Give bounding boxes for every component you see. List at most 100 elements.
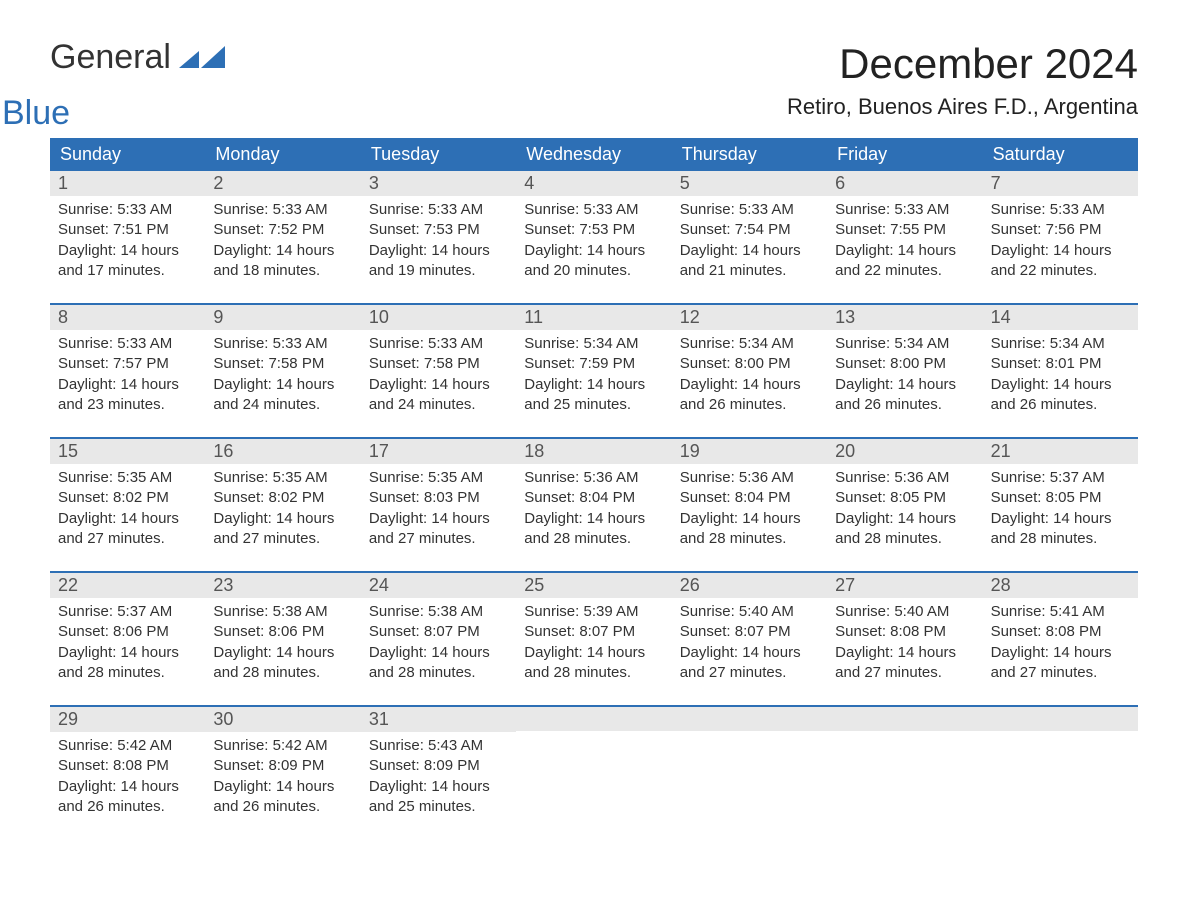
sunrise-line: Sunrise: 5:37 AM xyxy=(58,602,197,622)
location: Retiro, Buenos Aires F.D., Argentina xyxy=(787,94,1138,120)
daylight-line: Daylight: 14 hours and 27 minutes. xyxy=(680,643,819,684)
daylight-line: Daylight: 14 hours and 27 minutes. xyxy=(369,509,508,550)
empty-cell xyxy=(983,707,1138,825)
sunrise-line: Sunrise: 5:42 AM xyxy=(213,736,352,756)
sunrise-line: Sunrise: 5:33 AM xyxy=(58,334,197,354)
sunset-line: Sunset: 8:02 PM xyxy=(58,488,197,508)
sunset-line: Sunset: 7:59 PM xyxy=(524,354,663,374)
daylight-line: Daylight: 14 hours and 28 minutes. xyxy=(213,643,352,684)
sunset-line: Sunset: 8:05 PM xyxy=(991,488,1130,508)
logo-mark-icon xyxy=(179,46,225,68)
daylight-line: Daylight: 14 hours and 28 minutes. xyxy=(991,509,1130,550)
date-number xyxy=(983,707,1138,731)
day-cell: 19Sunrise: 5:36 AMSunset: 8:04 PMDayligh… xyxy=(672,439,827,557)
empty-cell xyxy=(516,707,671,825)
daylight-line: Daylight: 14 hours and 28 minutes. xyxy=(58,643,197,684)
sunset-line: Sunset: 8:01 PM xyxy=(991,354,1130,374)
sunset-line: Sunset: 8:07 PM xyxy=(680,622,819,642)
day-cell: 12Sunrise: 5:34 AMSunset: 8:00 PMDayligh… xyxy=(672,305,827,423)
date-number: 14 xyxy=(983,305,1138,330)
date-number: 17 xyxy=(361,439,516,464)
sunset-line: Sunset: 7:56 PM xyxy=(991,220,1130,240)
daylight-line: Daylight: 14 hours and 28 minutes. xyxy=(524,643,663,684)
day-details: Sunrise: 5:33 AMSunset: 7:53 PMDaylight:… xyxy=(361,196,516,289)
day-cell: 28Sunrise: 5:41 AMSunset: 8:08 PMDayligh… xyxy=(983,573,1138,691)
sunrise-line: Sunrise: 5:35 AM xyxy=(58,468,197,488)
date-number: 22 xyxy=(50,573,205,598)
sunrise-line: Sunrise: 5:33 AM xyxy=(213,334,352,354)
daylight-line: Daylight: 14 hours and 19 minutes. xyxy=(369,241,508,282)
day-details: Sunrise: 5:37 AMSunset: 8:05 PMDaylight:… xyxy=(983,464,1138,557)
day-details: Sunrise: 5:38 AMSunset: 8:07 PMDaylight:… xyxy=(361,598,516,691)
date-number: 5 xyxy=(672,171,827,196)
date-number: 20 xyxy=(827,439,982,464)
sunrise-line: Sunrise: 5:33 AM xyxy=(680,200,819,220)
sunset-line: Sunset: 7:57 PM xyxy=(58,354,197,374)
daylight-line: Daylight: 14 hours and 25 minutes. xyxy=(524,375,663,416)
date-number: 12 xyxy=(672,305,827,330)
sunset-line: Sunset: 8:06 PM xyxy=(58,622,197,642)
date-number: 18 xyxy=(516,439,671,464)
day-details: Sunrise: 5:35 AMSunset: 8:02 PMDaylight:… xyxy=(205,464,360,557)
daylight-line: Daylight: 14 hours and 26 minutes. xyxy=(58,777,197,818)
dow-thursday: Thursday xyxy=(672,138,827,171)
sunrise-line: Sunrise: 5:37 AM xyxy=(991,468,1130,488)
day-cell: 27Sunrise: 5:40 AMSunset: 8:08 PMDayligh… xyxy=(827,573,982,691)
day-cell: 10Sunrise: 5:33 AMSunset: 7:58 PMDayligh… xyxy=(361,305,516,423)
header: General Blue December 2024 Retiro, Bueno… xyxy=(50,40,1138,120)
date-number: 3 xyxy=(361,171,516,196)
daylight-line: Daylight: 14 hours and 24 minutes. xyxy=(213,375,352,416)
daylight-line: Daylight: 14 hours and 27 minutes. xyxy=(835,643,974,684)
day-cell: 16Sunrise: 5:35 AMSunset: 8:02 PMDayligh… xyxy=(205,439,360,557)
date-number: 6 xyxy=(827,171,982,196)
sunset-line: Sunset: 8:00 PM xyxy=(680,354,819,374)
sunrise-line: Sunrise: 5:33 AM xyxy=(835,200,974,220)
day-cell: 15 Sunrise: 5:35 AMSunset: 8:02 PMDayligh… xyxy=(50,439,205,557)
sunset-line: Sunset: 8:06 PM xyxy=(213,622,352,642)
daylight-line: Daylight: 14 hours and 25 minutes. xyxy=(369,777,508,818)
daylight-line: Daylight: 14 hours and 26 minutes. xyxy=(680,375,819,416)
sunset-line: Sunset: 7:53 PM xyxy=(524,220,663,240)
date-number xyxy=(827,707,982,731)
day-details: Sunrise: 5:33 AMSunset: 7:56 PMDaylight:… xyxy=(983,196,1138,289)
daylight-line: Daylight: 14 hours and 22 minutes. xyxy=(835,241,974,282)
day-cell: 29Sunrise: 5:42 AMSunset: 8:08 PMDayligh… xyxy=(50,707,205,825)
date-number: 15 xyxy=(50,439,205,464)
daylight-line: Daylight: 14 hours and 27 minutes. xyxy=(58,509,197,550)
sunset-line: Sunset: 7:54 PM xyxy=(680,220,819,240)
day-details: Sunrise: 5:33 AMSunset: 7:55 PMDaylight:… xyxy=(827,196,982,289)
date-number: 11 xyxy=(516,305,671,330)
sunrise-line: Sunrise: 5:34 AM xyxy=(835,334,974,354)
day-cell: 4Sunrise: 5:33 AMSunset: 7:53 PMDaylight… xyxy=(516,171,671,289)
sunset-line: Sunset: 8:08 PM xyxy=(58,756,197,776)
day-cell: 18Sunrise: 5:36 AMSunset: 8:04 PMDayligh… xyxy=(516,439,671,557)
date-number: 23 xyxy=(205,573,360,598)
day-details: Sunrise: 5:36 AMSunset: 8:04 PMDaylight:… xyxy=(672,464,827,557)
daylight-line: Daylight: 14 hours and 28 minutes. xyxy=(680,509,819,550)
sunset-line: Sunset: 8:04 PM xyxy=(524,488,663,508)
sunrise-line: Sunrise: 5:34 AM xyxy=(524,334,663,354)
day-details: Sunrise: 5:39 AMSunset: 8:07 PMDaylight:… xyxy=(516,598,671,691)
day-cell: 14Sunrise: 5:34 AMSunset: 8:01 PMDayligh… xyxy=(983,305,1138,423)
day-details: Sunrise: 5:43 AMSunset: 8:09 PMDaylight:… xyxy=(361,732,516,825)
day-details xyxy=(516,731,671,801)
date-number: 31 xyxy=(361,707,516,732)
sunrise-line: Sunrise: 5:42 AM xyxy=(58,736,197,756)
sunset-line: Sunset: 8:05 PM xyxy=(835,488,974,508)
sunrise-line: Sunrise: 5:33 AM xyxy=(58,200,197,220)
sunset-line: Sunset: 7:55 PM xyxy=(835,220,974,240)
sunset-line: Sunset: 7:53 PM xyxy=(369,220,508,240)
day-details: Sunrise: 5:34 AMSunset: 7:59 PMDaylight:… xyxy=(516,330,671,423)
month-title: December 2024 xyxy=(787,40,1138,88)
day-details: Sunrise: 5:34 AMSunset: 8:01 PMDaylight:… xyxy=(983,330,1138,423)
sunrise-line: Sunrise: 5:33 AM xyxy=(369,334,508,354)
date-number: 30 xyxy=(205,707,360,732)
day-details: Sunrise: 5:34 AMSunset: 8:00 PMDaylight:… xyxy=(827,330,982,423)
sunset-line: Sunset: 8:04 PM xyxy=(680,488,819,508)
sunrise-line: Sunrise: 5:40 AM xyxy=(835,602,974,622)
title-block: December 2024 Retiro, Buenos Aires F.D.,… xyxy=(787,40,1138,120)
sunset-line: Sunset: 8:08 PM xyxy=(835,622,974,642)
daylight-line: Daylight: 14 hours and 27 minutes. xyxy=(213,509,352,550)
day-details: Sunrise: 5:40 AMSunset: 8:07 PMDaylight:… xyxy=(672,598,827,691)
day-cell: 20Sunrise: 5:36 AMSunset: 8:05 PMDayligh… xyxy=(827,439,982,557)
